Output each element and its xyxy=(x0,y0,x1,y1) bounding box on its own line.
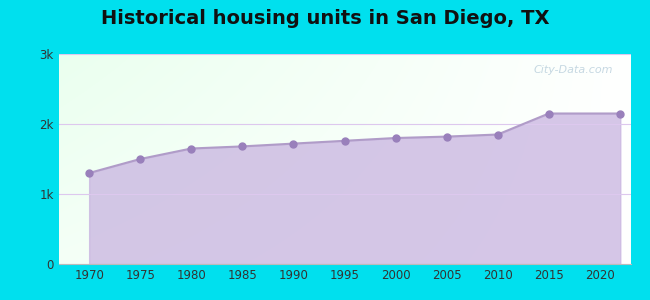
Point xyxy=(135,157,146,161)
Point xyxy=(391,136,401,140)
Point xyxy=(615,111,625,116)
Point xyxy=(288,141,298,146)
Point xyxy=(543,111,554,116)
Point xyxy=(493,132,503,137)
Point xyxy=(186,146,196,151)
Point xyxy=(441,134,452,139)
Text: Historical housing units in San Diego, TX: Historical housing units in San Diego, T… xyxy=(101,9,549,28)
Text: City-Data.com: City-Data.com xyxy=(534,64,614,74)
Point xyxy=(339,138,350,143)
Point xyxy=(84,171,94,176)
Point xyxy=(237,144,248,149)
